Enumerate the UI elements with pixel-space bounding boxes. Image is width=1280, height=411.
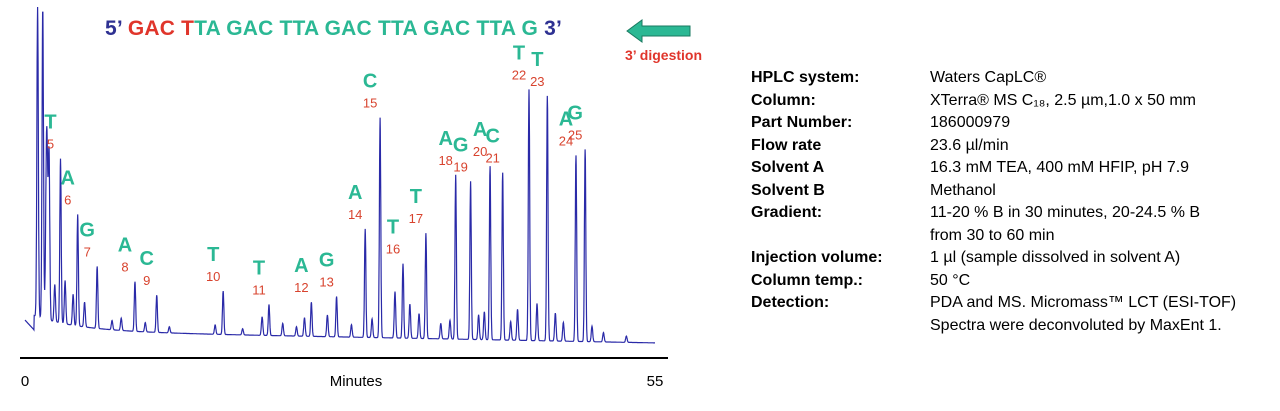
method-label: Solvent B [751, 181, 825, 199]
peak-number-label: 13 [319, 275, 333, 290]
peak-base-label: C [363, 71, 377, 93]
peak-base-label: A [438, 128, 452, 150]
method-label: Column temp.: [751, 271, 863, 289]
peak-number-label: 22 [512, 67, 526, 82]
peak-base-label: C [139, 248, 153, 270]
method-label: HPLC system: [751, 69, 860, 86]
method-value: Waters CapLC® [930, 69, 1047, 86]
method-value: 11-20 % B in 30 minutes, 20-24.5 % B [930, 204, 1201, 221]
three-prime-label: 3’ [544, 17, 562, 40]
peak-base-label: G [319, 250, 335, 272]
digestion-note: 3’ digestion [625, 47, 703, 63]
peak-base-label: G [567, 102, 583, 124]
chromatogram-trace [24, 6, 655, 344]
method-row-injection-volume: Injection volume: 1 µl (sample dissolved… [751, 247, 1270, 270]
peak-base-label: T [207, 244, 219, 266]
peak-base-label: T [387, 217, 399, 239]
method-row-hplc: HPLC system: Waters CapLC® [751, 67, 1270, 90]
peak-number-label: 17 [409, 211, 423, 226]
peak-base-label: A [60, 167, 74, 189]
peak-number-label: 10 [206, 269, 220, 284]
peak-number-label: 20 [473, 144, 487, 159]
x-axis-label: Minutes [330, 373, 383, 390]
peak-number-label: 6 [64, 192, 71, 207]
method-conditions: HPLC system: Waters CapLC® Column: XTerr… [751, 67, 1270, 337]
peak-base-label: G [79, 219, 95, 241]
peak-base-label: T [44, 112, 56, 134]
x-tick-min: 0 [21, 373, 29, 390]
digested-bases: GAC T [127, 17, 195, 40]
method-value: PDA and MS. Micromass™ LCT (ESI-TOF) [930, 294, 1237, 311]
peak-number-label: 15 [363, 96, 377, 111]
peak-base-label: T [410, 186, 422, 208]
peak-base-label: A [559, 108, 573, 130]
peak-base-label: T [531, 49, 543, 71]
method-row-flow-rate: Flow rate 23.6 µl/min [751, 135, 1270, 158]
method-value-continued: from 30 to 60 min [930, 226, 1055, 244]
peak-number-label: 25 [568, 127, 582, 142]
peak-base-label: G [453, 134, 469, 156]
method-value: 16.3 mM TEA, 400 mM HFIP, pH 7.9 [930, 159, 1190, 176]
peak-number-label: 19 [453, 159, 467, 174]
digestion-arrow-icon [626, 19, 691, 43]
method-value: XTerra® MS C₁₈, 2.5 µm,1.0 x 50 mm [930, 91, 1196, 109]
intact-bases: TA GAC TTA GAC TTA GAC TTA G [194, 17, 539, 40]
peak-number-label: 23 [530, 74, 544, 89]
peak-number-label: 7 [84, 244, 91, 259]
method-row-detection: Detection: PDA and MS. Micromass™ LCT (E… [751, 292, 1270, 315]
peak-number-label: 18 [438, 153, 452, 168]
peak-number-label: 16 [386, 242, 400, 257]
peak-base-label: T [253, 258, 265, 280]
method-label: Flow rate [751, 136, 822, 154]
method-label: Injection volume: [751, 249, 883, 266]
method-label: Solvent A [751, 159, 825, 176]
method-row-solvent-b: Solvent B Methanol [751, 180, 1270, 203]
peak-number-label: 11 [252, 283, 266, 298]
method-row-column-temp: Column temp.: 50 °C [751, 270, 1270, 293]
peak-number-label: 9 [143, 273, 150, 288]
method-value-continued: Spectra were deconvoluted by MaxEnt 1. [930, 316, 1222, 334]
method-value: 23.6 µl/min [930, 136, 1009, 154]
method-value: 186000979 [930, 114, 1011, 131]
peak-number-label: 8 [121, 260, 128, 275]
peak-number-label: 24 [559, 133, 573, 148]
method-label: Column: [751, 91, 816, 109]
peak-base-label: A [348, 182, 362, 204]
peak-base-label: A [473, 119, 487, 141]
method-label: Gradient: [751, 204, 823, 221]
method-row-gradient: Gradient: 11-20 % B in 30 minutes, 20-24… [751, 202, 1270, 225]
x-tick-max: 55 [647, 373, 664, 390]
method-row-part-number: Part Number: 186000979 [751, 112, 1270, 135]
peak-base-label: A [118, 235, 132, 257]
method-label: Detection: [751, 294, 830, 311]
peak-base-label: T [513, 42, 525, 64]
oligo-sequence: 5’ GAC TTA GAC TTA GAC TTA GAC TTA G 3’ [105, 17, 562, 41]
peak-number-label: 21 [485, 151, 499, 166]
method-row-solvent-a: Solvent A 16.3 mM TEA, 400 mM HFIP, pH 7… [751, 157, 1270, 180]
peak-base-label: C [485, 126, 499, 148]
five-prime-label: 5’ [105, 17, 122, 40]
method-value: 1 µl (sample dissolved in solvent A) [930, 249, 1181, 266]
peak-base-label: A [294, 255, 308, 277]
peak-number-label: 12 [294, 280, 308, 295]
method-label: Part Number: [751, 114, 853, 131]
peak-number-label: 5 [47, 137, 54, 152]
peak-number-label: 14 [348, 207, 362, 222]
method-row-column: Column: XTerra® MS C₁₈, 2.5 µm,1.0 x 50 … [751, 90, 1270, 113]
method-value: 50 °C [930, 271, 971, 289]
method-value: Methanol [930, 181, 996, 199]
